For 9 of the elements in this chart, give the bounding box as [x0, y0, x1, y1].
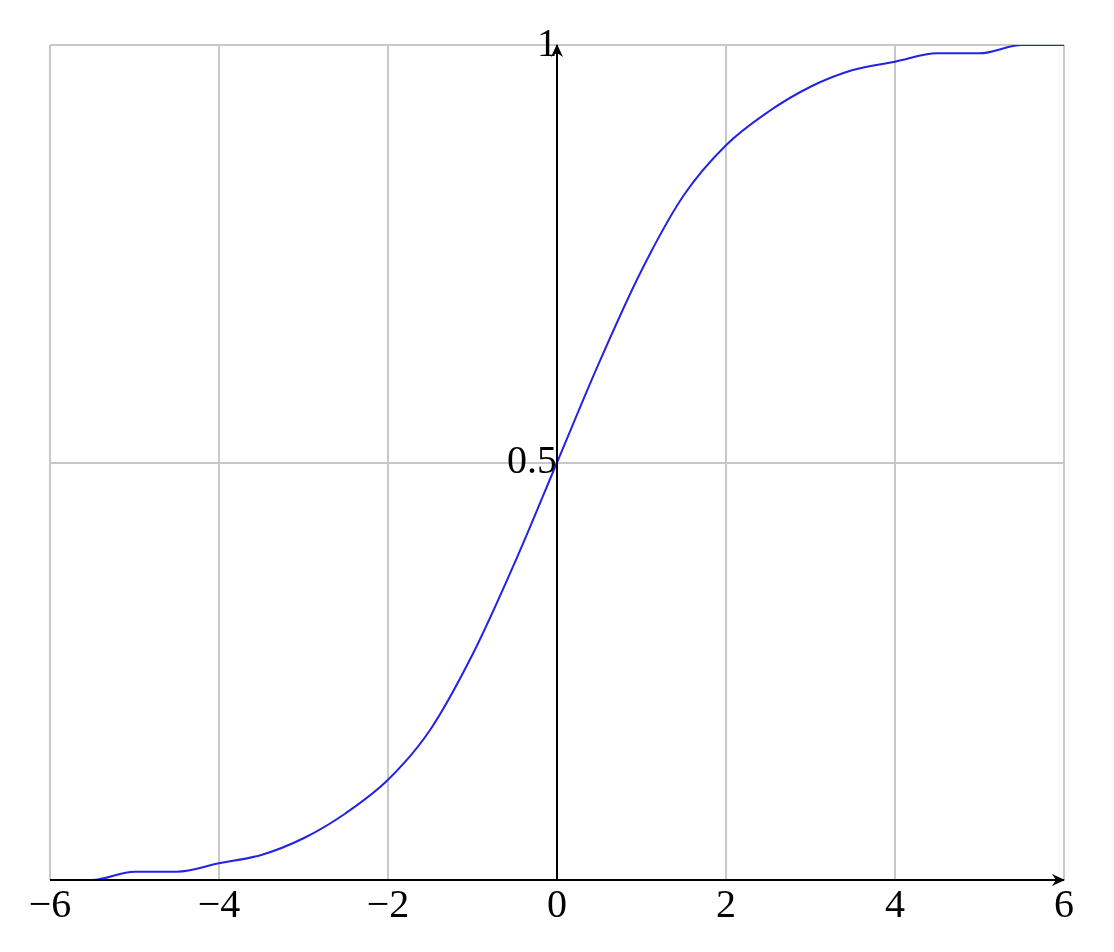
x-tick-label: −6: [28, 880, 72, 926]
x-tick-label: 6: [1054, 880, 1074, 926]
y-tick-label: 1: [537, 19, 557, 65]
y-tick-label: 0.5: [507, 437, 557, 482]
x-tick-label: 4: [885, 880, 905, 926]
x-tick-label: −4: [197, 880, 241, 926]
x-tick-label: 0: [547, 880, 567, 926]
x-tick-label: −2: [366, 880, 410, 926]
x-tick-label: 2: [716, 880, 736, 926]
